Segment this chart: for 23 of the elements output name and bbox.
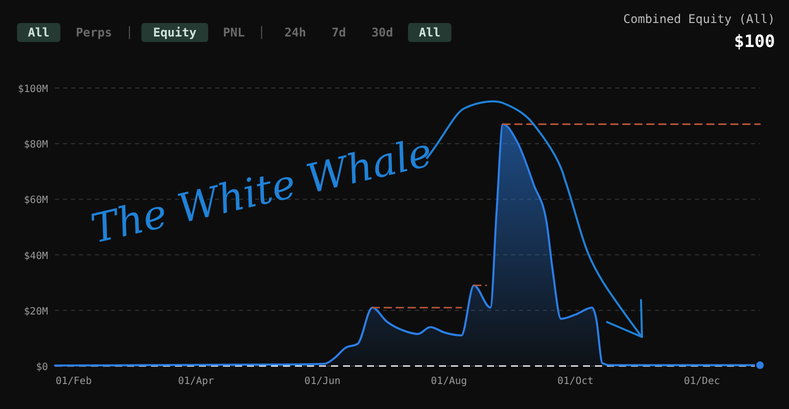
y-tick-label: $80M — [24, 140, 48, 151]
x-tick-label: 01/Jun — [304, 376, 341, 387]
text: All — [418, 26, 441, 40]
text: Equity — [153, 26, 196, 40]
text: PNL — [223, 26, 245, 40]
x-tick-label: 01/Aug — [430, 376, 468, 387]
x-tick-label: 01/Apr — [178, 376, 214, 387]
chart-title: Combined Equity (All) — [623, 12, 775, 26]
text: 30d — [371, 26, 394, 40]
chart-subtitle: $100 — [734, 32, 775, 52]
text: All — [28, 26, 50, 40]
text: 24h — [284, 26, 306, 40]
annotation: The White Whale — [86, 130, 436, 253]
y-tick-label: $40M — [24, 250, 48, 262]
x-tick-label: 01/Oct — [557, 376, 594, 387]
y-tick-label: $100M — [18, 84, 48, 95]
text: Perps — [76, 26, 112, 40]
text: 7d — [332, 26, 346, 40]
x-tick-label: 01/Dec — [684, 376, 720, 387]
y-tick-label: $60M — [24, 195, 48, 206]
x-tick-label: 01/Feb — [56, 376, 92, 387]
y-tick-label: $20M — [24, 306, 48, 318]
y-tick-label: $0 — [36, 362, 48, 373]
